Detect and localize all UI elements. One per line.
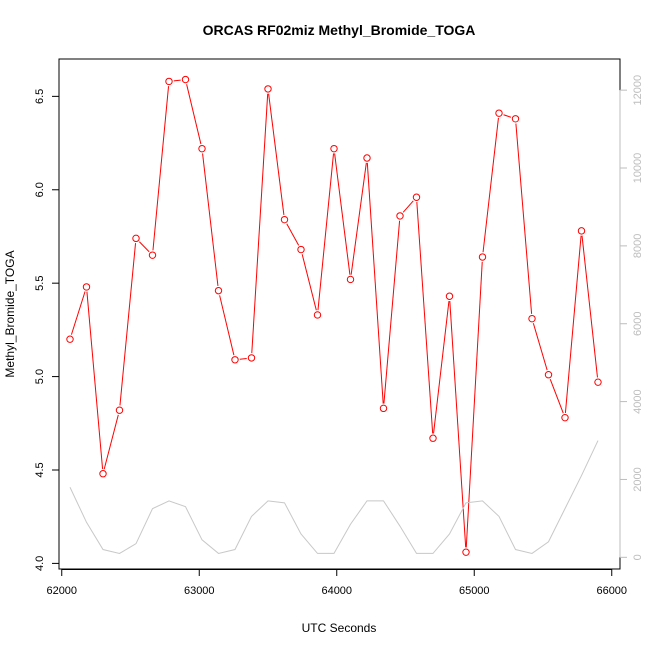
y2-tick-label: 2000 <box>632 467 644 491</box>
series-0 <box>66 75 602 556</box>
data-point <box>511 115 520 123</box>
series-line-segment <box>383 220 401 404</box>
series-line-segment <box>334 153 351 275</box>
data-point <box>379 404 388 413</box>
x-tick-label: 66000 <box>596 585 627 597</box>
y-axis-label: Methyl_Bromide_TOGA <box>3 250 17 377</box>
series-line-segment <box>286 223 300 246</box>
x-tick-label: 65000 <box>459 585 490 597</box>
series-line <box>69 440 599 554</box>
series-line-segment <box>152 86 170 251</box>
x-axis: 62000 63000 64000 65000 66000 <box>46 569 627 597</box>
y-tick-label: 4.0 <box>34 556 46 571</box>
series-line-segment <box>268 93 285 215</box>
series-line-segment <box>103 414 119 470</box>
series-line-segment <box>532 323 548 371</box>
data-point <box>346 275 355 284</box>
y2-tick-label: 0 <box>632 554 644 560</box>
data-point <box>231 356 239 364</box>
data-point <box>478 253 487 261</box>
data-point <box>330 144 338 153</box>
data-point <box>462 548 470 556</box>
y-axis: 4.0 4.5 5.0 5.5 6.0 6.5 <box>34 89 60 571</box>
data-point <box>198 144 206 153</box>
data-point <box>495 109 503 117</box>
data-point <box>528 314 536 323</box>
y2-tick-label: 6000 <box>632 311 644 335</box>
data-point <box>429 434 437 442</box>
y2-tick-label: 8000 <box>632 234 644 258</box>
data-point <box>99 470 107 478</box>
series-line-segment <box>465 261 483 548</box>
y2-tick-label: 4000 <box>632 389 644 413</box>
y2-tick-label: 12000 <box>632 75 644 106</box>
y-tick-label: 6.0 <box>34 182 46 197</box>
data-point <box>214 286 223 295</box>
y-tick-label: 4.5 <box>34 462 46 477</box>
data-point <box>313 311 322 319</box>
series-line-segment <box>301 254 317 311</box>
y2-axis: 0 2000 4000 6000 8000 10000 12000 <box>619 75 644 560</box>
data-point <box>412 193 421 201</box>
series-line-segment <box>70 291 86 335</box>
y-tick-label: 5.0 <box>34 369 46 384</box>
series-1 <box>69 440 599 554</box>
series-line-segment <box>402 200 414 213</box>
series-line-segment <box>433 300 450 434</box>
x-axis-label: UTC Seconds <box>302 621 377 635</box>
series-line-segment <box>503 114 512 118</box>
series-line-segment <box>119 243 137 406</box>
data-point <box>165 77 173 86</box>
series-line-segment <box>219 295 235 356</box>
y-tick-label: 5.5 <box>34 276 46 291</box>
data-point <box>148 251 157 259</box>
series-line-segment <box>202 153 219 286</box>
chart-title: ORCAS RF02miz Methyl_Bromide_TOGA <box>203 22 476 38</box>
data-point <box>544 371 553 379</box>
data-point <box>132 234 140 243</box>
data-point <box>82 283 91 291</box>
x-tick-label: 64000 <box>321 585 352 597</box>
data-point <box>66 335 74 343</box>
series-line-segment <box>251 93 269 354</box>
data-point <box>396 212 404 220</box>
series-line-segment <box>366 162 384 404</box>
data-point <box>363 154 371 162</box>
data-point <box>297 245 305 254</box>
series-line-segment <box>449 301 467 548</box>
series-line-segment <box>86 291 104 469</box>
plot-frame <box>58 58 621 570</box>
series-layer <box>66 75 602 556</box>
data-point <box>445 292 454 300</box>
data-point <box>181 75 190 84</box>
data-point <box>577 227 586 235</box>
series-line-segment <box>239 357 247 360</box>
data-point <box>594 378 602 386</box>
y2-tick-label: 10000 <box>632 153 644 184</box>
series-line-segment <box>581 235 598 378</box>
series-line-segment <box>416 201 434 434</box>
x-tick-label: 63000 <box>184 585 215 597</box>
series-line-segment <box>515 123 533 314</box>
x-tick-label: 62000 <box>46 585 77 597</box>
series-line-segment <box>482 117 499 253</box>
data-point <box>264 85 272 93</box>
data-point <box>561 413 569 422</box>
series-line-segment <box>173 79 181 82</box>
data-point <box>115 406 124 414</box>
series-line-segment <box>350 162 367 275</box>
series-line-segment <box>549 379 564 414</box>
series-line-segment <box>317 153 335 311</box>
data-point <box>247 354 256 362</box>
series-line-segment <box>186 84 202 145</box>
y-tick-label: 6.5 <box>34 89 46 104</box>
series-line-segment <box>139 241 150 253</box>
data-point <box>280 215 289 224</box>
series-line-segment <box>564 235 582 413</box>
